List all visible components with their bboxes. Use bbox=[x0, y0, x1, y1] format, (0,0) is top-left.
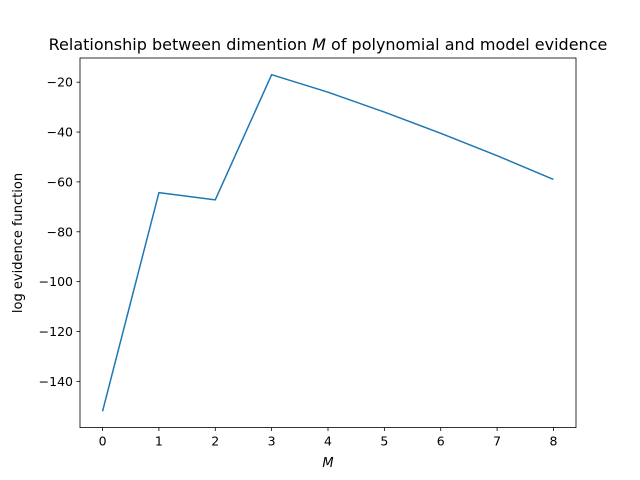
x-axis-label: M bbox=[322, 456, 333, 471]
y-tick-label: −140 bbox=[39, 374, 73, 389]
y-axis-label: log evidence function bbox=[11, 173, 26, 313]
x-tick-label: 6 bbox=[437, 434, 445, 449]
x-axis-ticks: 0 1 2 3 4 5 6 7 8 bbox=[99, 427, 557, 449]
series-line bbox=[101, 73, 554, 412]
chart-title-variable: M bbox=[312, 35, 326, 54]
y-tick-label: −20 bbox=[47, 75, 73, 90]
x-tick-label: 7 bbox=[493, 434, 501, 449]
y-tick-label: −40 bbox=[47, 125, 73, 140]
plot-area-frame bbox=[79, 57, 577, 428]
y-tick-label: −100 bbox=[39, 274, 73, 289]
x-tick-label: 0 bbox=[99, 434, 107, 449]
x-tick-label: 4 bbox=[324, 434, 332, 449]
x-tick-label: 8 bbox=[549, 434, 557, 449]
x-tick-label: 3 bbox=[268, 434, 276, 449]
y-tick-label: −80 bbox=[47, 224, 73, 239]
x-tick-label: 5 bbox=[380, 434, 388, 449]
chart-title-pre: Relationship between dimention bbox=[49, 35, 312, 54]
x-tick-label: 1 bbox=[155, 434, 163, 449]
chart-title: Relationship between dimention M of poly… bbox=[49, 35, 608, 54]
x-tick-label: 2 bbox=[211, 434, 219, 449]
y-tick-label: −120 bbox=[39, 324, 73, 339]
y-tick-label: −60 bbox=[47, 174, 73, 189]
y-axis-ticks: −140 −120 −100 −80 −60 −40 −20 bbox=[39, 75, 80, 389]
chart-title-post: of polynomial and model evidence bbox=[326, 35, 607, 54]
